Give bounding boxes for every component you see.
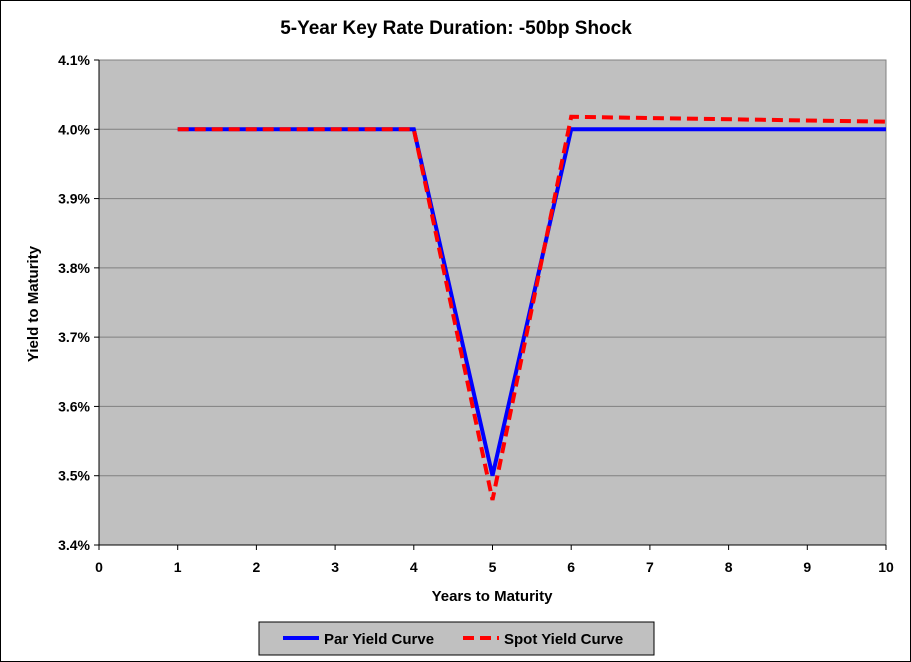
y-tick-label: 4.1% xyxy=(58,52,90,68)
x-tick-label: 1 xyxy=(174,559,182,575)
y-tick-label: 3.6% xyxy=(58,398,90,414)
y-tick-label: 3.9% xyxy=(58,191,90,207)
axes: 3.4% 3.5% 3.6% 3.7% 3.8% 3.9% 4.0% 4.1% 0 1 2 3 4 5 6 7… xyxy=(58,52,894,575)
legend: Par Yield Curve Spot Yield Curve xyxy=(258,621,655,656)
x-tick-label: 0 xyxy=(95,559,103,575)
x-tick-label: 4 xyxy=(410,559,418,575)
plot-area xyxy=(98,59,887,546)
y-tick-label: 4.0% xyxy=(58,121,90,137)
y-tick-label: 3.4% xyxy=(58,537,90,553)
series-layer xyxy=(177,114,887,501)
legend-par-label: Par Yield Curve xyxy=(324,631,434,648)
x-tick-label: 3 xyxy=(331,559,339,575)
y-tick-label: 3.8% xyxy=(58,260,90,276)
x-tick-label: 9 xyxy=(803,559,811,575)
spot-yield-curve-line xyxy=(177,114,887,501)
chart-title: 5-Year Key Rate Duration: -50bp Shock xyxy=(280,18,632,39)
x-axis-label: Years to Maturity xyxy=(432,588,554,605)
x-tick-label: 8 xyxy=(725,559,733,575)
x-tick-label: 2 xyxy=(253,559,261,575)
y-tick-label: 3.5% xyxy=(58,468,90,484)
x-tick-label: 7 xyxy=(646,559,654,575)
x-tick-label: 6 xyxy=(567,559,575,575)
x-tick-label: 10 xyxy=(878,559,894,575)
y-tick-label: 3.7% xyxy=(58,329,90,345)
y-axis-label: Yield to Maturity xyxy=(25,245,42,362)
legend-spot-label: Spot Yield Curve xyxy=(504,631,623,648)
legend-box xyxy=(258,621,655,656)
x-tick-label: 5 xyxy=(489,559,497,575)
